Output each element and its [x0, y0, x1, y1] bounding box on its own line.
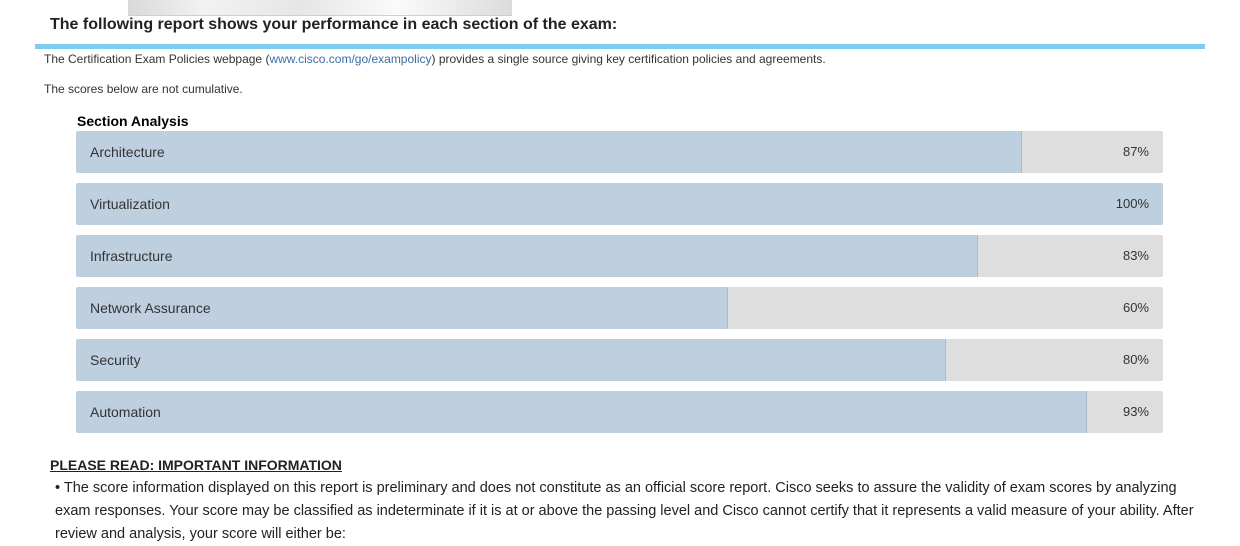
- section-label: Network Assurance: [90, 300, 211, 316]
- header-banner-image: [128, 0, 512, 16]
- section-bar-fill: [76, 391, 1087, 433]
- section-row-network-assurance: Network Assurance 60%: [76, 287, 1163, 329]
- section-bar-fill: [76, 183, 1163, 225]
- section-label: Security: [90, 352, 141, 368]
- cumulative-note: The scores below are not cumulative.: [44, 82, 243, 96]
- section-label: Infrastructure: [90, 248, 173, 264]
- section-label: Virtualization: [90, 196, 170, 212]
- section-label: Architecture: [90, 144, 165, 160]
- bullet-glyph: •: [55, 480, 61, 496]
- section-score: 100%: [1115, 196, 1149, 211]
- section-score: 83%: [1122, 248, 1149, 263]
- section-analysis-bars: Architecture 87% Virtualization 100% Inf…: [76, 131, 1163, 443]
- section-row-architecture: Architecture 87%: [76, 131, 1163, 173]
- important-info-text: The score information displayed on this …: [55, 480, 1194, 542]
- report-heading: The following report shows your performa…: [50, 16, 618, 33]
- section-row-infrastructure: Infrastructure 83%: [76, 235, 1163, 277]
- section-row-virtualization: Virtualization 100%: [76, 183, 1163, 225]
- section-bar-fill: [76, 339, 946, 381]
- section-row-automation: Automation 93%: [76, 391, 1163, 433]
- section-bar-fill: [76, 235, 979, 277]
- section-analysis-title: Section Analysis: [77, 113, 189, 129]
- section-label: Automation: [90, 404, 161, 420]
- section-row-security: Security 80%: [76, 339, 1163, 381]
- section-bar-fill: [76, 287, 729, 329]
- header-divider: [35, 44, 1205, 49]
- section-score: 87%: [1122, 144, 1149, 159]
- policy-text-before: The Certification Exam Policies webpage …: [44, 52, 270, 66]
- section-score: 93%: [1122, 404, 1149, 419]
- important-info-heading: PLEASE READ: IMPORTANT INFORMATION: [50, 457, 342, 473]
- policy-text: The Certification Exam Policies webpage …: [44, 52, 826, 66]
- policy-text-after: ) provides a single source giving key ce…: [431, 52, 826, 66]
- section-score: 60%: [1122, 300, 1149, 315]
- section-bar-fill: [76, 131, 1022, 173]
- section-score: 80%: [1122, 352, 1149, 367]
- exam-policy-link[interactable]: www.cisco.com/go/exampolicy: [269, 52, 432, 66]
